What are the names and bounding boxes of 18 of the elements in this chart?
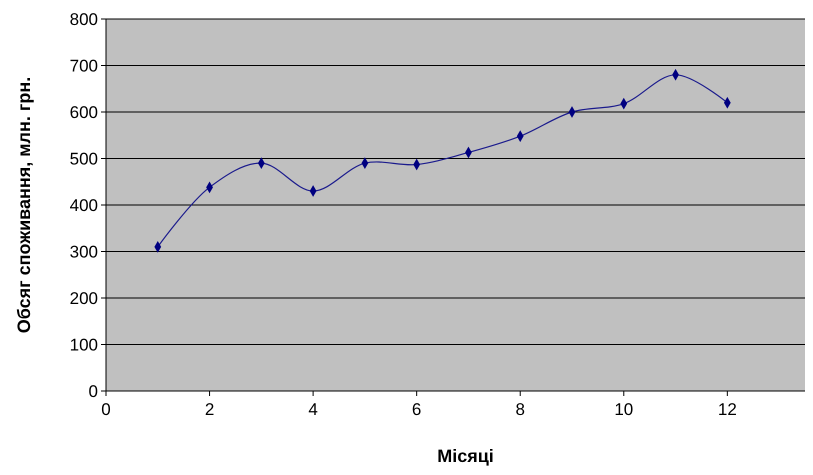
y-tick-label: 100: [70, 335, 98, 354]
y-tick-label: 500: [70, 149, 98, 168]
y-tick-label: 400: [70, 196, 98, 215]
x-tick-label: 10: [614, 400, 634, 419]
x-tick-label: 2: [204, 400, 214, 419]
x-tick-label: 12: [718, 400, 737, 419]
x-tick-label: 6: [412, 400, 422, 419]
y-axis-title: Обсяг споживання, млн. грн.: [14, 76, 34, 334]
x-tick-label: 8: [515, 400, 525, 419]
y-tick-label: 0: [88, 382, 98, 401]
y-tick-label: 200: [70, 288, 98, 308]
y-tick-label: 300: [70, 242, 98, 262]
x-axis-title: Місяці: [437, 446, 494, 466]
y-tick-label: 700: [70, 56, 98, 76]
x-tick-label: 0: [101, 400, 111, 419]
x-tick-label: 4: [308, 400, 318, 419]
y-tick-label: 800: [70, 10, 98, 29]
y-tick-label: 600: [70, 102, 98, 122]
